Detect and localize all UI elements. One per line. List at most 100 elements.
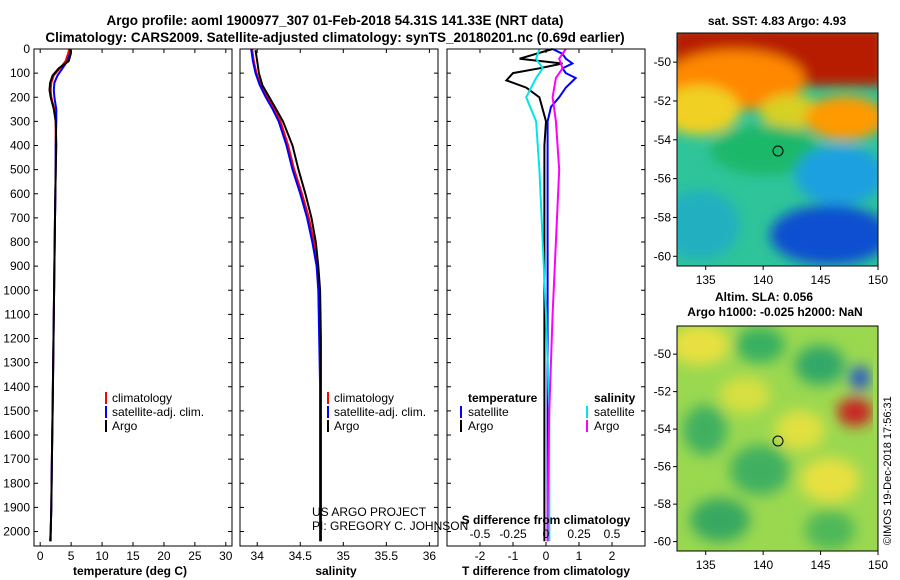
ytick-label: 200 [10, 90, 30, 104]
temperature-panel: 0100200300400500600700800900100011001200… [3, 42, 233, 578]
ytick-label: 400 [10, 139, 30, 153]
s-xtick-label: -0.5 [470, 527, 491, 541]
difference-s-xlabel: S difference from climatology [462, 513, 631, 527]
xtick-label: -1 [508, 549, 519, 563]
xtick-label: 10 [95, 549, 109, 563]
salinity-yticks [240, 48, 438, 533]
ytick-label: 2000 [3, 525, 30, 539]
ytick-label: 1300 [3, 356, 30, 370]
ytick-label: 100 [10, 66, 30, 80]
map-ytick-label: -60 [654, 535, 672, 549]
sla-green-4 [730, 445, 790, 495]
figure-title-line1: Argo profile: aoml 1900977_307 01-Feb-20… [107, 13, 564, 28]
xtick-label: 0 [37, 549, 44, 563]
difference-xticks: -2 -1 0 1 2 [475, 49, 616, 563]
sst-argo-marker [772, 145, 784, 157]
difference-series-group [504, 48, 578, 542]
series-argo [48, 50, 73, 542]
imos-credit: ©IMOS 19-Dec-2018 17:56:31 [882, 396, 894, 545]
sst-map-ticks: -50 -52 -54 -56 -58 -60 135 140 145 150 [654, 55, 889, 287]
temperature-series-group [48, 48, 73, 542]
sla-map-subtitle: Argo h1000: -0.025 h2000: NaN [687, 305, 862, 319]
series-climatology [49, 48, 71, 542]
temperature-xlabel: temperature (deg C) [73, 564, 187, 578]
temperature-legend-climatology: climatology [112, 391, 172, 405]
salinity-series-group [250, 48, 322, 542]
sst-teal-sw [677, 190, 740, 260]
salinity-xlabel: salinity [315, 564, 357, 578]
temperature-legend-argo: Argo [112, 419, 138, 433]
temperature-legend: climatology satellite-adj. clim. Argo [105, 391, 204, 433]
sst-yellow-west [677, 85, 740, 135]
sla-green-5 [690, 498, 750, 542]
map-ytick-label: -56 [654, 172, 672, 186]
difference-yticks [447, 48, 645, 533]
xtick-label: -2 [475, 549, 486, 563]
s-xtick-label: 0.25 [567, 527, 591, 541]
xtick-label: 34 [251, 549, 265, 563]
map-ytick-label: -50 [654, 55, 672, 69]
map-xtick-label: 145 [811, 273, 831, 287]
map-ytick-label: -58 [654, 210, 672, 224]
sla-yellow-1 [677, 326, 730, 365]
sla-green-3 [683, 405, 727, 455]
xtick-label: 30 [219, 549, 233, 563]
sst-orange-east [805, 96, 878, 140]
xtick-label: 20 [157, 549, 171, 563]
map-xtick-label: 150 [868, 273, 888, 287]
series-satellite-adj-clim- [250, 48, 322, 542]
ytick-label: 800 [10, 235, 30, 249]
sla-yellow-2 [720, 377, 770, 413]
map-xtick-label: 145 [811, 558, 831, 572]
legend-t-argo: Argo [468, 419, 494, 433]
sla-heatmap [677, 326, 878, 551]
map-xtick-label: 135 [696, 273, 716, 287]
ytick-label: 1100 [4, 307, 30, 321]
series-climatology [251, 48, 322, 542]
salinity-legend-climatology: climatology [334, 391, 394, 405]
legend-temperature-title: temperature [468, 391, 538, 405]
map-ytick-label: -58 [654, 497, 672, 511]
map-xtick-label: 140 [753, 273, 773, 287]
salinity-axes-frame [239, 48, 439, 547]
xtick-label: 35.5 [375, 549, 399, 563]
map-ytick-label: -52 [654, 94, 672, 108]
temperature-legend-satellite: satellite-adj. clim. [112, 405, 204, 419]
sla-blue-east [850, 366, 870, 390]
sla-map-frame [676, 325, 879, 552]
xtick-label: 0 [543, 549, 550, 563]
ytick-label: 1400 [3, 380, 30, 394]
series-s-argo [546, 48, 567, 542]
ytick-label: 900 [10, 259, 30, 273]
series-argo [254, 50, 322, 542]
map-ytick-label: -56 [654, 460, 672, 474]
map-ytick-label: -60 [654, 249, 672, 263]
temperature-xticks: 0 5 10 15 20 25 30 [37, 49, 233, 563]
sla-field [677, 326, 873, 550]
series-t-argo [504, 48, 563, 542]
ytick-label: 1200 [3, 332, 30, 346]
xtick-label: 1 [576, 549, 583, 563]
sst-blue-south [770, 205, 878, 265]
salinity-legend-argo: Argo [334, 419, 360, 433]
figure-title-line2: Climatology: CARS2009. Satellite-adjuste… [45, 30, 624, 45]
map-xtick-label: 140 [753, 558, 773, 572]
sst-yellow-mid [760, 94, 820, 130]
legend-s-argo: Argo [594, 419, 620, 433]
sst-map-panel: sat. SST: 4.83 Argo: 4.93 -50-52-54-56-5… [654, 14, 889, 287]
sst-green-center [710, 125, 820, 175]
ytick-label: 300 [10, 114, 30, 128]
salinity-xticks: 34 34.5 35 35.5 36 [251, 49, 436, 563]
legend-salinity-title: salinity [594, 391, 636, 405]
temperature-yticks: 0 100 200 300 400 500 600 700 800 900 1000 1100 1200… [3, 42, 232, 539]
sla-green-1 [735, 327, 785, 363]
difference-xlabel: T difference from climatology [462, 564, 630, 578]
sst-heatmap [677, 33, 878, 266]
xtick-label: 25 [188, 549, 202, 563]
sst-map-title: sat. SST: 4.83 Argo: 4.93 [708, 14, 847, 28]
sla-argo-marker [772, 435, 784, 447]
ytick-label: 1800 [3, 476, 30, 490]
salinity-legend-satellite: satellite-adj. clim. [334, 405, 426, 419]
temperature-axes-frame [33, 48, 233, 547]
